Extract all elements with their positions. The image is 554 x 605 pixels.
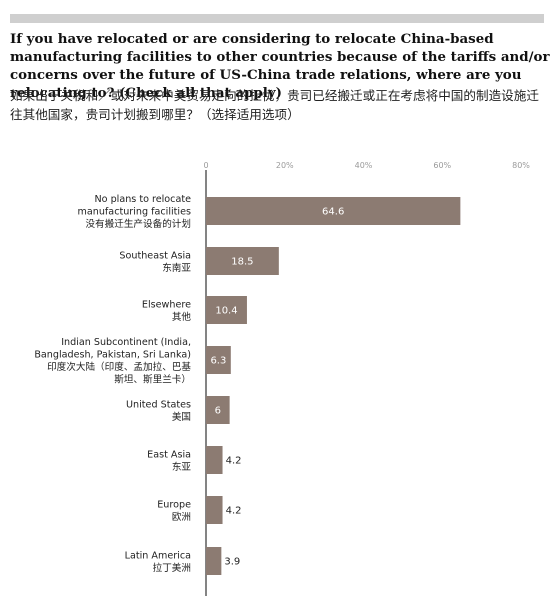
bar — [206, 496, 223, 524]
bar-value-label: 4.2 — [226, 506, 242, 517]
bar-value-label: 64.6 — [322, 207, 344, 218]
bar-value-label: 3.9 — [224, 557, 240, 568]
category-label: Bangladesh, Pakistan, Sri Lanka) — [34, 349, 191, 360]
category-label: 欧洲 — [172, 511, 191, 523]
category-label: Southeast Asia — [119, 250, 191, 261]
top-rule — [10, 14, 544, 23]
category-label: 其他 — [172, 311, 192, 323]
question-chinese: 如果出于关税和／或对未来中美贸易走向的担忧，贵司已经搬迁或正在考虑将中国的制造设… — [10, 88, 539, 122]
question-english: If you have relocated or are considering… — [10, 31, 550, 101]
bar — [206, 346, 231, 374]
bar — [206, 247, 279, 275]
x-tick-label: 40% — [355, 161, 373, 170]
bar-value-label: 6.3 — [210, 356, 226, 367]
bar — [206, 446, 223, 474]
category-label: 东南亚 — [162, 262, 191, 274]
bar-value-label: 6 — [215, 406, 221, 417]
category-label: 印度次大陆（印度、孟加拉、巴基 — [47, 361, 191, 373]
bar — [206, 296, 247, 324]
category-label: 拉丁美洲 — [153, 562, 191, 574]
x-tick-label: 0 — [203, 161, 208, 170]
category-label: Latin America — [125, 550, 191, 561]
x-tick-label: 20% — [276, 161, 294, 170]
category-label: Indian Subcontinent (India, — [61, 337, 191, 348]
category-label: 斯坦、斯里兰卡） — [114, 373, 191, 385]
x-tick-label: 80% — [512, 161, 530, 170]
bar-value-label: 18.5 — [231, 257, 253, 268]
category-label: United States — [126, 399, 191, 410]
category-label: 美国 — [172, 411, 191, 423]
category-label: 东亚 — [172, 461, 192, 473]
category-label: 没有搬迁生产设备的计划 — [85, 218, 191, 230]
bar — [206, 547, 222, 575]
category-label: No plans to relocate — [94, 194, 191, 205]
bar — [206, 197, 461, 225]
bar — [206, 396, 230, 424]
category-label: Elsewhere — [142, 299, 191, 310]
bar-value-label: 4.2 — [226, 456, 242, 467]
category-label: Europe — [157, 499, 191, 510]
category-label: manufacturing facilities — [78, 207, 191, 218]
bar-value-label: 10.4 — [215, 306, 237, 317]
category-label: East Asia — [147, 449, 191, 460]
x-tick-label: 60% — [433, 161, 451, 170]
